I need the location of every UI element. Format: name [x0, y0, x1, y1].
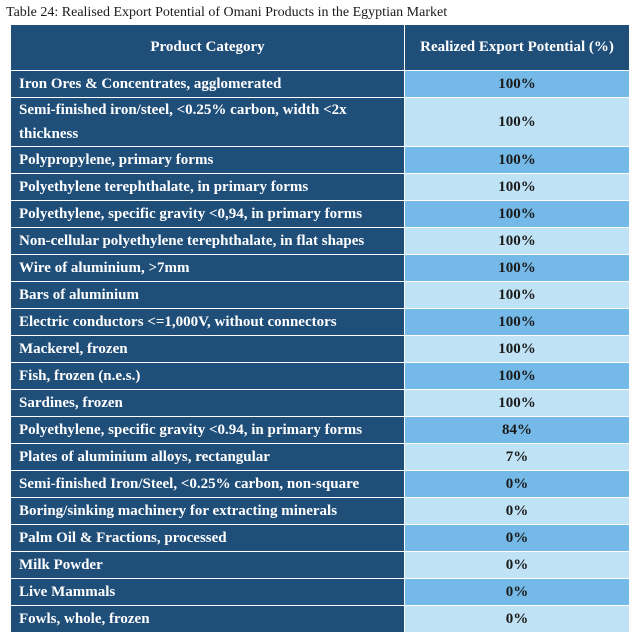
table-row: Polypropylene, primary forms 100%: [10, 146, 630, 174]
table-row: Bars of aluminium 100%: [10, 281, 630, 309]
table-row: Milk Powder 0%: [10, 551, 630, 579]
product-category-cell: Palm Oil & Fractions, processed: [10, 524, 405, 552]
export-potential-cell: 100%: [404, 173, 630, 201]
product-category-cell: Semi-finished Iron/Steel, <0.25% carbon,…: [10, 470, 405, 498]
table-row: Wire of aluminium, >7mm 100%: [10, 254, 630, 282]
product-category-cell: Boring/sinking machinery for extracting …: [10, 497, 405, 525]
export-potential-cell: 0%: [404, 605, 630, 633]
table-row: Palm Oil & Fractions, processed 0%: [10, 524, 630, 552]
export-potential-cell: 100%: [404, 97, 630, 147]
export-potential-cell: 0%: [404, 551, 630, 579]
product-category-cell: Sardines, frozen: [10, 389, 405, 417]
export-potential-cell: 100%: [404, 70, 630, 98]
table-row: Boring/sinking machinery for extracting …: [10, 497, 630, 525]
table-row: Polyethylene, specific gravity <0.94, in…: [10, 416, 630, 444]
table-row: Non-cellular polyethylene terephthalate,…: [10, 227, 630, 255]
export-potential-cell: 100%: [404, 200, 630, 228]
header-realized-export-potential: Realized Export Potential (%): [404, 24, 630, 71]
table-caption: Table 24: Realised Export Potential of O…: [6, 5, 448, 20]
export-potential-cell: 0%: [404, 578, 630, 606]
export-potential-cell: 100%: [404, 335, 630, 363]
product-category-cell: Iron Ores & Concentrates, agglomerated: [10, 70, 405, 98]
export-potential-table: Product Category Realized Export Potenti…: [10, 24, 630, 633]
table-row: Iron Ores & Concentrates, agglomerated 1…: [10, 70, 630, 98]
header-row: Product Category Realized Export Potenti…: [10, 24, 630, 71]
export-potential-cell: 0%: [404, 497, 630, 525]
product-category-cell: Non-cellular polyethylene terephthalate,…: [10, 227, 405, 255]
export-potential-cell: 100%: [404, 227, 630, 255]
product-category-cell: Electric conductors <=1,000V, without co…: [10, 308, 405, 336]
table-row: Semi-finished Iron/Steel, <0.25% carbon,…: [10, 470, 630, 498]
product-category-cell: Polypropylene, primary forms: [10, 146, 405, 174]
export-potential-cell: 100%: [404, 308, 630, 336]
table-row: Polyethylene terephthalate, in primary f…: [10, 173, 630, 201]
table-row: Electric conductors <=1,000V, without co…: [10, 308, 630, 336]
table-row: Fowls, whole, frozen 0%: [10, 605, 630, 633]
table-row: Mackerel, frozen 100%: [10, 335, 630, 363]
export-potential-cell: 100%: [404, 146, 630, 174]
export-potential-cell: 100%: [404, 281, 630, 309]
product-category-cell: Polyethylene, specific gravity <0,94, in…: [10, 200, 405, 228]
product-category-cell: Polyethylene, specific gravity <0.94, in…: [10, 416, 405, 444]
table-row: Live Mammals 0%: [10, 578, 630, 606]
product-category-cell: Live Mammals: [10, 578, 405, 606]
product-category-cell: Mackerel, frozen: [10, 335, 405, 363]
export-potential-cell: 100%: [404, 254, 630, 282]
export-potential-cell: 7%: [404, 443, 630, 471]
product-category-cell: Wire of aluminium, >7mm: [10, 254, 405, 282]
export-potential-cell: 0%: [404, 524, 630, 552]
export-potential-cell: 100%: [404, 362, 630, 390]
export-potential-cell: 100%: [404, 389, 630, 417]
table-row: Plates of aluminium alloys, rectangular …: [10, 443, 630, 471]
header-product-category: Product Category: [10, 24, 405, 71]
product-category-cell: Bars of aluminium: [10, 281, 405, 309]
table-row: Sardines, frozen 100%: [10, 389, 630, 417]
product-category-cell: Polyethylene terephthalate, in primary f…: [10, 173, 405, 201]
product-category-cell: Fish, frozen (n.e.s.): [10, 362, 405, 390]
table-row: Semi-finished iron/steel, <0.25% carbon,…: [10, 97, 630, 147]
export-potential-cell: 84%: [404, 416, 630, 444]
product-category-cell: Fowls, whole, frozen: [10, 605, 405, 633]
table-row: Polyethylene, specific gravity <0,94, in…: [10, 200, 630, 228]
table-row: Fish, frozen (n.e.s.) 100%: [10, 362, 630, 390]
product-category-cell: Plates of aluminium alloys, rectangular: [10, 443, 405, 471]
product-category-cell: Semi-finished iron/steel, <0.25% carbon,…: [10, 97, 405, 147]
export-potential-cell: 0%: [404, 470, 630, 498]
product-category-cell: Milk Powder: [10, 551, 405, 579]
